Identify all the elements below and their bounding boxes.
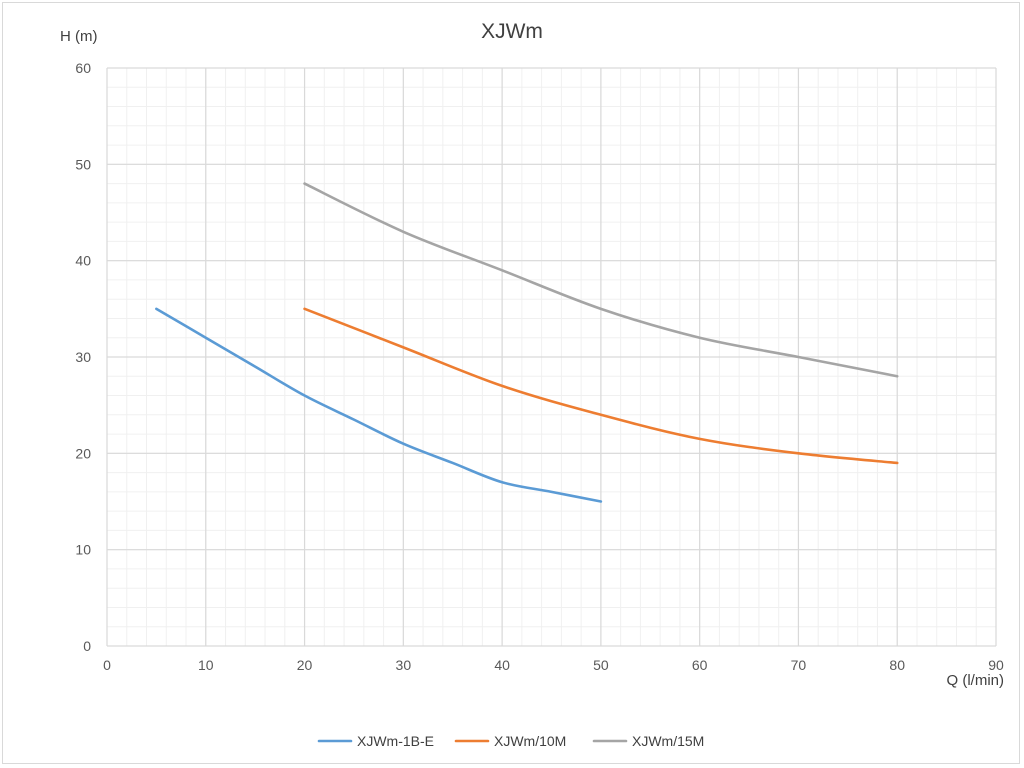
y-tick-label: 30 — [75, 349, 91, 365]
x-axis-title: Q (l/min) — [947, 672, 1005, 689]
x-tick-label: 40 — [494, 657, 510, 673]
y-tick-label: 60 — [75, 60, 91, 76]
y-tick-label: 40 — [75, 253, 91, 269]
legend-label-3: XJWm/15M — [632, 733, 704, 749]
y-axis-tick-labels: 0 10 20 30 40 50 60 — [75, 60, 91, 654]
x-tick-label: 20 — [297, 657, 313, 673]
y-tick-label: 0 — [83, 638, 91, 654]
series-line-3 — [303, 182, 899, 378]
x-tick-label: 50 — [593, 657, 609, 673]
series-line-1 — [155, 307, 603, 503]
y-axis-title: H (m) — [60, 28, 98, 45]
major-gridlines — [106, 67, 997, 647]
chart-title: XJWm — [481, 20, 543, 43]
y-tick-label: 20 — [75, 445, 91, 461]
x-tick-label: 70 — [791, 657, 807, 673]
x-tick-label: 30 — [396, 657, 412, 673]
series-line-2 — [303, 307, 899, 465]
x-tick-label: 80 — [889, 657, 905, 673]
y-tick-label: 50 — [75, 156, 91, 172]
x-tick-label: 90 — [988, 657, 1004, 673]
x-tick-label: 10 — [198, 657, 214, 673]
legend-label-1: XJWm-1B-E — [357, 733, 434, 749]
y-tick-label: 10 — [75, 542, 91, 558]
x-tick-label: 0 — [103, 657, 111, 673]
legend: XJWm-1B-E XJWm/10M XJWm/15M — [317, 733, 704, 749]
x-axis-tick-labels: 0 10 20 30 40 50 60 70 80 90 — [103, 657, 1004, 673]
x-tick-label: 60 — [692, 657, 708, 673]
series-lines — [155, 182, 899, 503]
legend-label-2: XJWm/10M — [494, 733, 566, 749]
